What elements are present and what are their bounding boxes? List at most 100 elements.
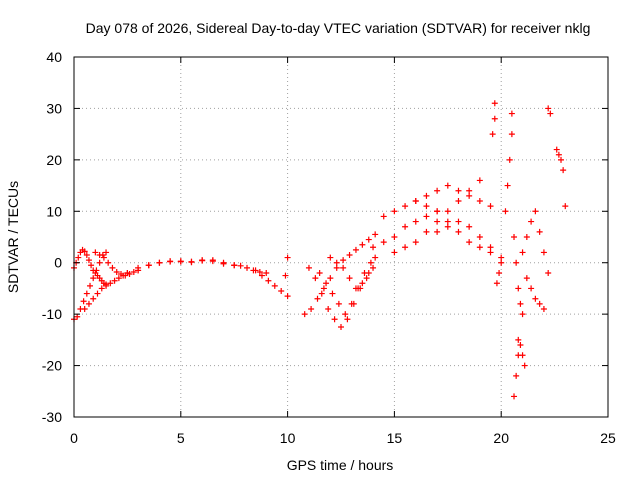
data-point bbox=[83, 290, 90, 297]
data-point bbox=[323, 280, 330, 287]
data-point bbox=[370, 244, 377, 251]
data-point bbox=[363, 275, 370, 282]
x-tick-label: 10 bbox=[280, 430, 296, 446]
data-point bbox=[301, 311, 308, 318]
data-point bbox=[545, 105, 552, 112]
data-point bbox=[177, 258, 184, 265]
series-arc-h bbox=[252, 267, 291, 300]
data-point bbox=[508, 131, 515, 138]
data-point bbox=[528, 218, 535, 225]
series-arc-n bbox=[370, 208, 441, 251]
data-point bbox=[466, 187, 473, 194]
data-point bbox=[113, 268, 120, 275]
data-point bbox=[402, 244, 409, 251]
data-point bbox=[314, 295, 321, 302]
data-point bbox=[513, 372, 520, 379]
data-point bbox=[316, 270, 323, 276]
data-point bbox=[74, 313, 81, 320]
series-arc-d bbox=[92, 249, 142, 279]
data-point bbox=[284, 293, 291, 300]
data-point bbox=[455, 187, 462, 194]
x-axis-title: GPS time / hours bbox=[287, 457, 394, 473]
data-point bbox=[96, 252, 103, 258]
data-point bbox=[515, 336, 522, 343]
series-arc-t bbox=[502, 110, 526, 318]
data-point bbox=[335, 300, 342, 307]
data-point bbox=[342, 311, 349, 318]
data-point bbox=[434, 228, 441, 235]
data-point bbox=[367, 259, 374, 266]
y-tick-label: 10 bbox=[46, 203, 62, 219]
data-point bbox=[506, 156, 513, 163]
data-point bbox=[493, 280, 500, 287]
data-point bbox=[320, 285, 327, 292]
series-arc-u bbox=[511, 336, 528, 400]
data-point bbox=[188, 259, 195, 266]
data-point bbox=[455, 218, 462, 225]
data-point bbox=[476, 177, 483, 184]
data-point bbox=[423, 203, 430, 210]
data-point bbox=[318, 290, 325, 297]
x-tick-label: 5 bbox=[177, 430, 185, 446]
series-arc-j bbox=[301, 231, 379, 318]
data-point bbox=[265, 277, 272, 284]
data-point bbox=[83, 252, 90, 258]
data-point bbox=[88, 262, 95, 269]
data-point bbox=[340, 264, 347, 271]
data-point bbox=[252, 267, 259, 274]
x-tick-label: 0 bbox=[70, 430, 78, 446]
data-point bbox=[105, 259, 112, 266]
data-point bbox=[487, 249, 494, 256]
data-point bbox=[487, 203, 494, 210]
data-point bbox=[502, 208, 509, 215]
data-point bbox=[333, 264, 340, 271]
data-point bbox=[466, 239, 473, 246]
data-point bbox=[312, 275, 319, 282]
data-point bbox=[305, 264, 312, 271]
series-arc-q bbox=[412, 182, 494, 210]
data-point bbox=[519, 311, 526, 318]
data-point bbox=[423, 192, 430, 199]
series-arc-c bbox=[81, 270, 131, 312]
data-point bbox=[423, 228, 430, 235]
data-point bbox=[476, 244, 483, 251]
data-point bbox=[130, 268, 137, 275]
data-point bbox=[365, 236, 372, 243]
data-point bbox=[519, 249, 526, 256]
data-point bbox=[370, 264, 377, 271]
data-point bbox=[87, 282, 94, 289]
data-point bbox=[513, 259, 520, 266]
data-point bbox=[434, 218, 441, 225]
data-point bbox=[352, 285, 359, 292]
data-point bbox=[103, 249, 110, 256]
data-point bbox=[231, 262, 238, 269]
data-point bbox=[444, 223, 451, 230]
data-point bbox=[344, 316, 351, 323]
series-arc-m bbox=[327, 254, 379, 292]
data-point bbox=[523, 275, 530, 282]
y-tick-label: -30 bbox=[42, 409, 62, 425]
data-point bbox=[515, 285, 522, 292]
data-point bbox=[80, 298, 87, 305]
data-point bbox=[220, 260, 227, 267]
data-point bbox=[107, 280, 114, 287]
series-arc-v bbox=[519, 208, 552, 276]
series-arc-s bbox=[489, 100, 505, 287]
data-point bbox=[523, 234, 530, 240]
data-point bbox=[308, 306, 315, 312]
data-point bbox=[327, 254, 334, 261]
data-point bbox=[346, 252, 353, 258]
data-point bbox=[532, 208, 539, 215]
data-point bbox=[372, 231, 379, 238]
data-point bbox=[244, 264, 251, 271]
data-point bbox=[75, 254, 82, 261]
data-point bbox=[562, 203, 569, 210]
data-point bbox=[92, 249, 99, 256]
data-point bbox=[455, 198, 462, 204]
series-arc-y bbox=[553, 146, 569, 210]
data-point bbox=[487, 244, 494, 251]
data-point bbox=[466, 192, 473, 199]
data-point bbox=[327, 275, 334, 282]
data-point bbox=[402, 223, 409, 230]
